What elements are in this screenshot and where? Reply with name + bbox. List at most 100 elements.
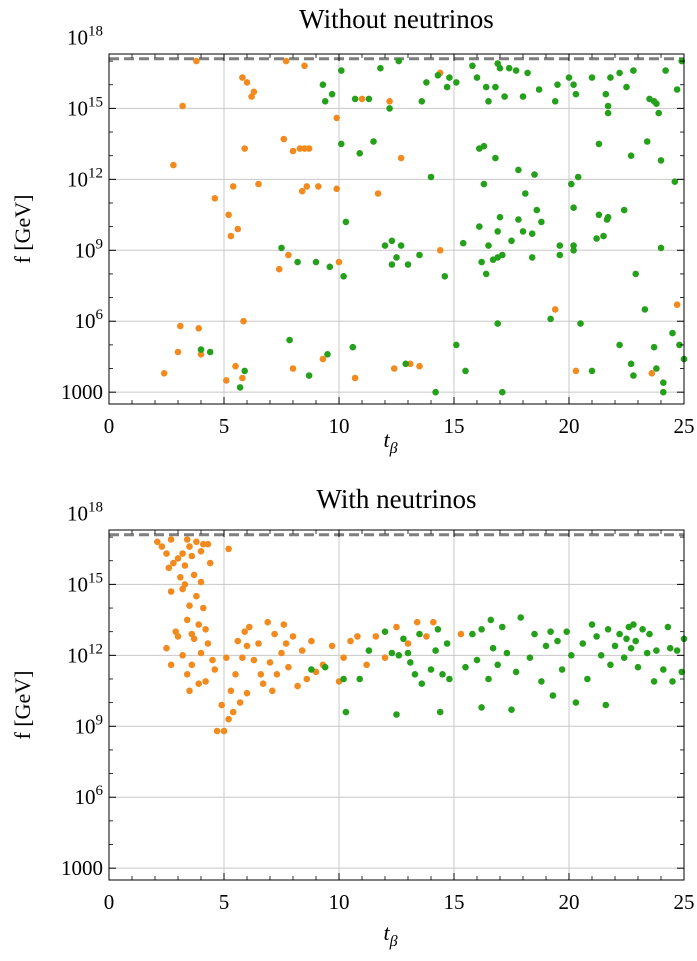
x-tick-label: 15 [444, 414, 465, 438]
y-tick-label: 1015 [67, 94, 103, 120]
data-point-orange [457, 630, 465, 638]
data-point-orange [154, 538, 161, 546]
data-point-green [551, 98, 559, 105]
data-point-green [604, 102, 612, 110]
x-tick-label: 10 [329, 890, 350, 914]
y-tick-base: 10 [75, 785, 96, 809]
data-point-green [434, 72, 442, 79]
data-point-green [568, 180, 575, 188]
data-point-orange [204, 640, 212, 647]
data-point-green [515, 216, 522, 223]
data-point-green [370, 138, 377, 145]
y-tick-base: 10 [67, 25, 88, 49]
data-point-orange [183, 536, 191, 543]
data-point-orange [183, 671, 191, 678]
data-point-green [570, 247, 577, 254]
data-point-green [616, 341, 623, 349]
data-point-orange [190, 571, 198, 579]
data-point-orange [430, 618, 437, 626]
data-point-green [607, 661, 614, 669]
data-point-orange [303, 183, 311, 190]
data-point-orange [423, 633, 430, 640]
x-tick-label: 5 [219, 414, 230, 438]
data-point-green [416, 251, 423, 259]
data-point-orange [227, 687, 235, 695]
data-point-orange [315, 183, 322, 190]
data-point-orange [354, 633, 361, 640]
x-tick-label: 0 [104, 414, 115, 438]
data-point-green [549, 692, 557, 699]
data-point-green [519, 228, 527, 235]
data-point-green [588, 367, 596, 375]
data-point-orange [170, 161, 177, 169]
data-point-green [623, 83, 630, 91]
x-axis-label: tβ [383, 427, 397, 457]
data-point-orange [179, 102, 186, 110]
data-point-orange [193, 57, 200, 65]
data-point-green [519, 93, 527, 100]
data-point-green [381, 242, 389, 249]
data-point-orange [200, 604, 207, 612]
data-point-green [503, 649, 511, 657]
data-point-green [577, 320, 584, 327]
data-point-orange [236, 699, 244, 706]
data-point-orange [211, 666, 219, 673]
data-point-green [340, 273, 347, 280]
data-point-orange [289, 365, 297, 372]
data-point-green [499, 623, 506, 631]
data-point-orange [179, 652, 186, 659]
data-point-green [404, 261, 412, 268]
data-point-green [556, 242, 564, 249]
data-point-orange [167, 588, 175, 595]
data-point-green [501, 93, 508, 100]
data-point-orange [195, 621, 202, 628]
data-point-green [356, 675, 364, 683]
data-point-green [351, 95, 359, 103]
data-point-green [418, 680, 426, 687]
data-point-green [476, 223, 483, 230]
data-point-green [646, 630, 653, 638]
data-point-orange [177, 574, 184, 581]
data-point-orange [163, 644, 170, 652]
data-point-orange [333, 114, 341, 122]
data-point-green [574, 173, 582, 181]
data-point-green [365, 95, 373, 103]
data-point-green [340, 675, 347, 683]
data-point-green [531, 630, 538, 638]
data-point-green [512, 668, 520, 676]
data-point-green [517, 614, 524, 621]
data-point-orange [294, 682, 301, 690]
data-point-orange [206, 559, 214, 567]
data-point-orange [183, 616, 191, 624]
data-point-orange [177, 322, 184, 330]
y-tick-base: 10 [67, 167, 88, 191]
y-tick-label: 106 [75, 783, 104, 809]
data-point-green [595, 211, 603, 219]
data-point-orange [351, 374, 359, 382]
y-tick-label: 1015 [67, 570, 103, 596]
data-point-green [547, 628, 554, 635]
data-point-green [411, 671, 419, 678]
data-point-green [319, 81, 327, 88]
data-point-green [620, 654, 628, 661]
data-point-green [669, 678, 676, 685]
data-point-green [588, 621, 596, 628]
data-point-orange [186, 602, 193, 609]
data-point-green [669, 329, 676, 337]
plot-frame [108, 529, 685, 881]
data-point-orange [204, 540, 212, 548]
data-point-orange [223, 654, 230, 661]
data-point-green [485, 675, 492, 683]
y-tick-label: 1012 [67, 165, 103, 191]
data-point-green [508, 237, 515, 245]
data-point-orange [160, 370, 168, 377]
data-point-green [634, 663, 642, 671]
data-point-green [620, 206, 628, 214]
y-tick-base: 10 [67, 501, 88, 525]
data-point-green [655, 109, 662, 117]
data-point-orange [298, 647, 306, 654]
data-point-green [342, 708, 350, 716]
data-point-green [630, 67, 637, 74]
